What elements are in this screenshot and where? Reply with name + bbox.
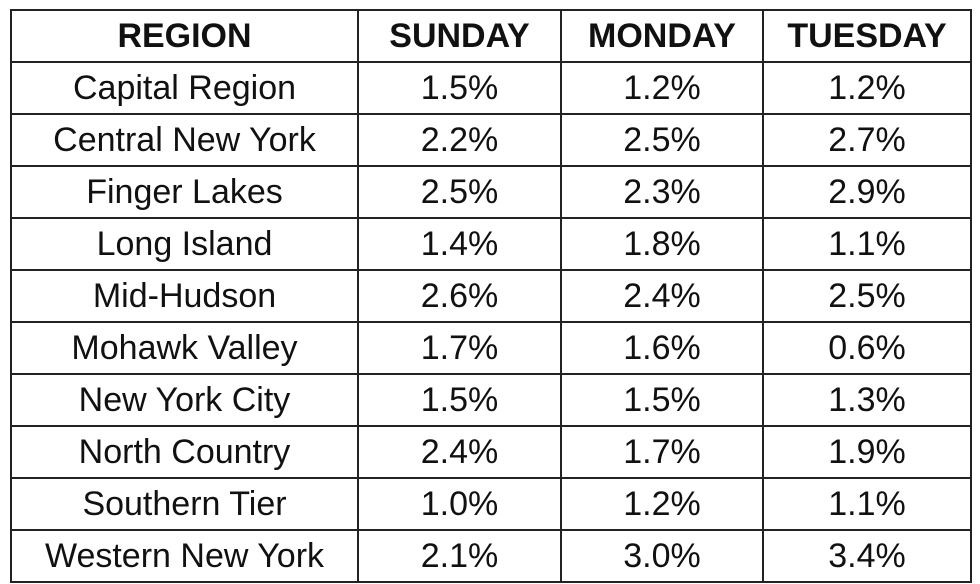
monday-cell: 3.0% bbox=[560, 529, 764, 583]
table-row: Mohawk Valley 1.7% 1.6% 0.6% bbox=[10, 321, 972, 375]
table-row: Southern Tier 1.0% 1.2% 1.1% bbox=[10, 477, 972, 531]
region-cell: Southern Tier bbox=[10, 477, 359, 531]
table-row: Western New York 2.1% 3.0% 3.4% bbox=[10, 529, 972, 583]
tuesday-cell: 1.1% bbox=[762, 217, 972, 271]
sunday-cell: 2.4% bbox=[357, 425, 562, 479]
tuesday-cell: 2.7% bbox=[762, 113, 972, 167]
header-row: REGION SUNDAY MONDAY TUESDAY bbox=[10, 9, 972, 63]
table-row: Capital Region 1.5% 1.2% 1.2% bbox=[10, 61, 972, 115]
region-percent-table: REGION SUNDAY MONDAY TUESDAY Capital Reg… bbox=[10, 9, 972, 583]
sunday-cell: 2.1% bbox=[357, 529, 562, 583]
header-monday: MONDAY bbox=[560, 9, 764, 63]
sunday-cell: 1.7% bbox=[357, 321, 562, 375]
monday-cell: 1.5% bbox=[560, 373, 764, 427]
region-cell: Western New York bbox=[10, 529, 359, 583]
table-row: North Country 2.4% 1.7% 1.9% bbox=[10, 425, 972, 479]
header-tuesday: TUESDAY bbox=[762, 9, 972, 63]
sunday-cell: 2.2% bbox=[357, 113, 562, 167]
region-cell: Mid-Hudson bbox=[10, 269, 359, 323]
region-cell: Mohawk Valley bbox=[10, 321, 359, 375]
monday-cell: 1.7% bbox=[560, 425, 764, 479]
monday-cell: 1.2% bbox=[560, 477, 764, 531]
tuesday-cell: 3.4% bbox=[762, 529, 972, 583]
header-sunday: SUNDAY bbox=[357, 9, 562, 63]
tuesday-cell: 0.6% bbox=[762, 321, 972, 375]
region-cell: North Country bbox=[10, 425, 359, 479]
monday-cell: 2.4% bbox=[560, 269, 764, 323]
sunday-cell: 1.0% bbox=[357, 477, 562, 531]
monday-cell: 1.8% bbox=[560, 217, 764, 271]
table-row: New York City 1.5% 1.5% 1.3% bbox=[10, 373, 972, 427]
region-cell: Central New York bbox=[10, 113, 359, 167]
tuesday-cell: 1.9% bbox=[762, 425, 972, 479]
sunday-cell: 2.5% bbox=[357, 165, 562, 219]
region-cell: Finger Lakes bbox=[10, 165, 359, 219]
sunday-cell: 1.5% bbox=[357, 61, 562, 115]
sunday-cell: 2.6% bbox=[357, 269, 562, 323]
tuesday-cell: 1.3% bbox=[762, 373, 972, 427]
table-row: Finger Lakes 2.5% 2.3% 2.9% bbox=[10, 165, 972, 219]
monday-cell: 1.6% bbox=[560, 321, 764, 375]
tuesday-cell: 2.9% bbox=[762, 165, 972, 219]
region-cell: New York City bbox=[10, 373, 359, 427]
monday-cell: 2.5% bbox=[560, 113, 764, 167]
table-row: Mid-Hudson 2.6% 2.4% 2.5% bbox=[10, 269, 972, 323]
sunday-cell: 1.4% bbox=[357, 217, 562, 271]
monday-cell: 2.3% bbox=[560, 165, 764, 219]
sunday-cell: 1.5% bbox=[357, 373, 562, 427]
table-row: Long Island 1.4% 1.8% 1.1% bbox=[10, 217, 972, 271]
tuesday-cell: 1.1% bbox=[762, 477, 972, 531]
region-cell: Long Island bbox=[10, 217, 359, 271]
tuesday-cell: 2.5% bbox=[762, 269, 972, 323]
tuesday-cell: 1.2% bbox=[762, 61, 972, 115]
table-row: Central New York 2.2% 2.5% 2.7% bbox=[10, 113, 972, 167]
monday-cell: 1.2% bbox=[560, 61, 764, 115]
region-cell: Capital Region bbox=[10, 61, 359, 115]
header-region: REGION bbox=[10, 9, 359, 63]
